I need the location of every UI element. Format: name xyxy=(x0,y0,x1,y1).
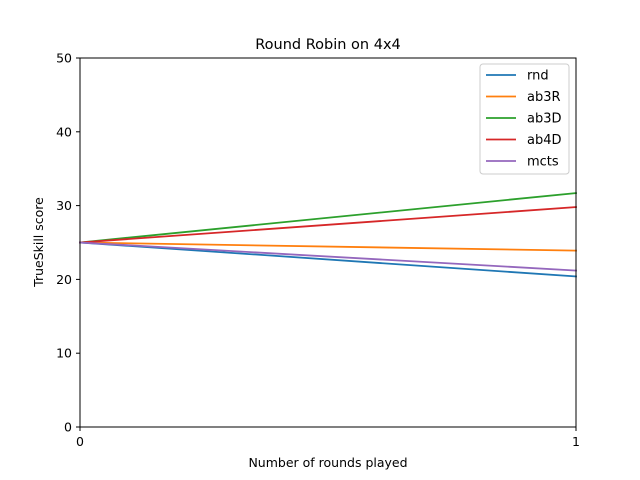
series-line-ab3D xyxy=(79,192,577,244)
x-tick-label: 1 xyxy=(572,434,580,449)
series-line-rnd xyxy=(79,241,577,278)
series-line-ab3R xyxy=(79,241,577,252)
series-line-ab4D xyxy=(79,206,577,244)
x-axis-label: Number of rounds played xyxy=(248,455,407,470)
series-line-mcts xyxy=(79,241,577,272)
legend: rnd ab3R ab3D ab4D mcts xyxy=(479,63,570,175)
legend-label-ab3R: ab3R xyxy=(527,90,561,105)
y-tick-label: 10 xyxy=(56,346,72,361)
y-axis-ticks: 0 10 20 30 40 50 xyxy=(56,51,80,435)
y-tick-label: 50 xyxy=(56,51,72,66)
legend-label-ab3D: ab3D xyxy=(527,112,562,127)
y-axis-label: TrueSkill score xyxy=(31,197,46,288)
chart-title: Round Robin on 4x4 xyxy=(255,37,401,53)
y-tick-label: 0 xyxy=(64,420,72,435)
y-tick-label: 20 xyxy=(56,272,72,287)
legend-label-mcts: mcts xyxy=(527,155,559,170)
y-tick-label: 30 xyxy=(56,198,72,213)
legend-label-rnd: rnd xyxy=(527,69,549,84)
plot-frame xyxy=(79,57,577,428)
legend-box xyxy=(479,63,570,175)
y-tick-label: 40 xyxy=(56,124,72,139)
plot-lines xyxy=(79,192,577,278)
legend-label-ab4D: ab4D xyxy=(527,133,562,148)
x-tick-label: 0 xyxy=(76,434,84,449)
